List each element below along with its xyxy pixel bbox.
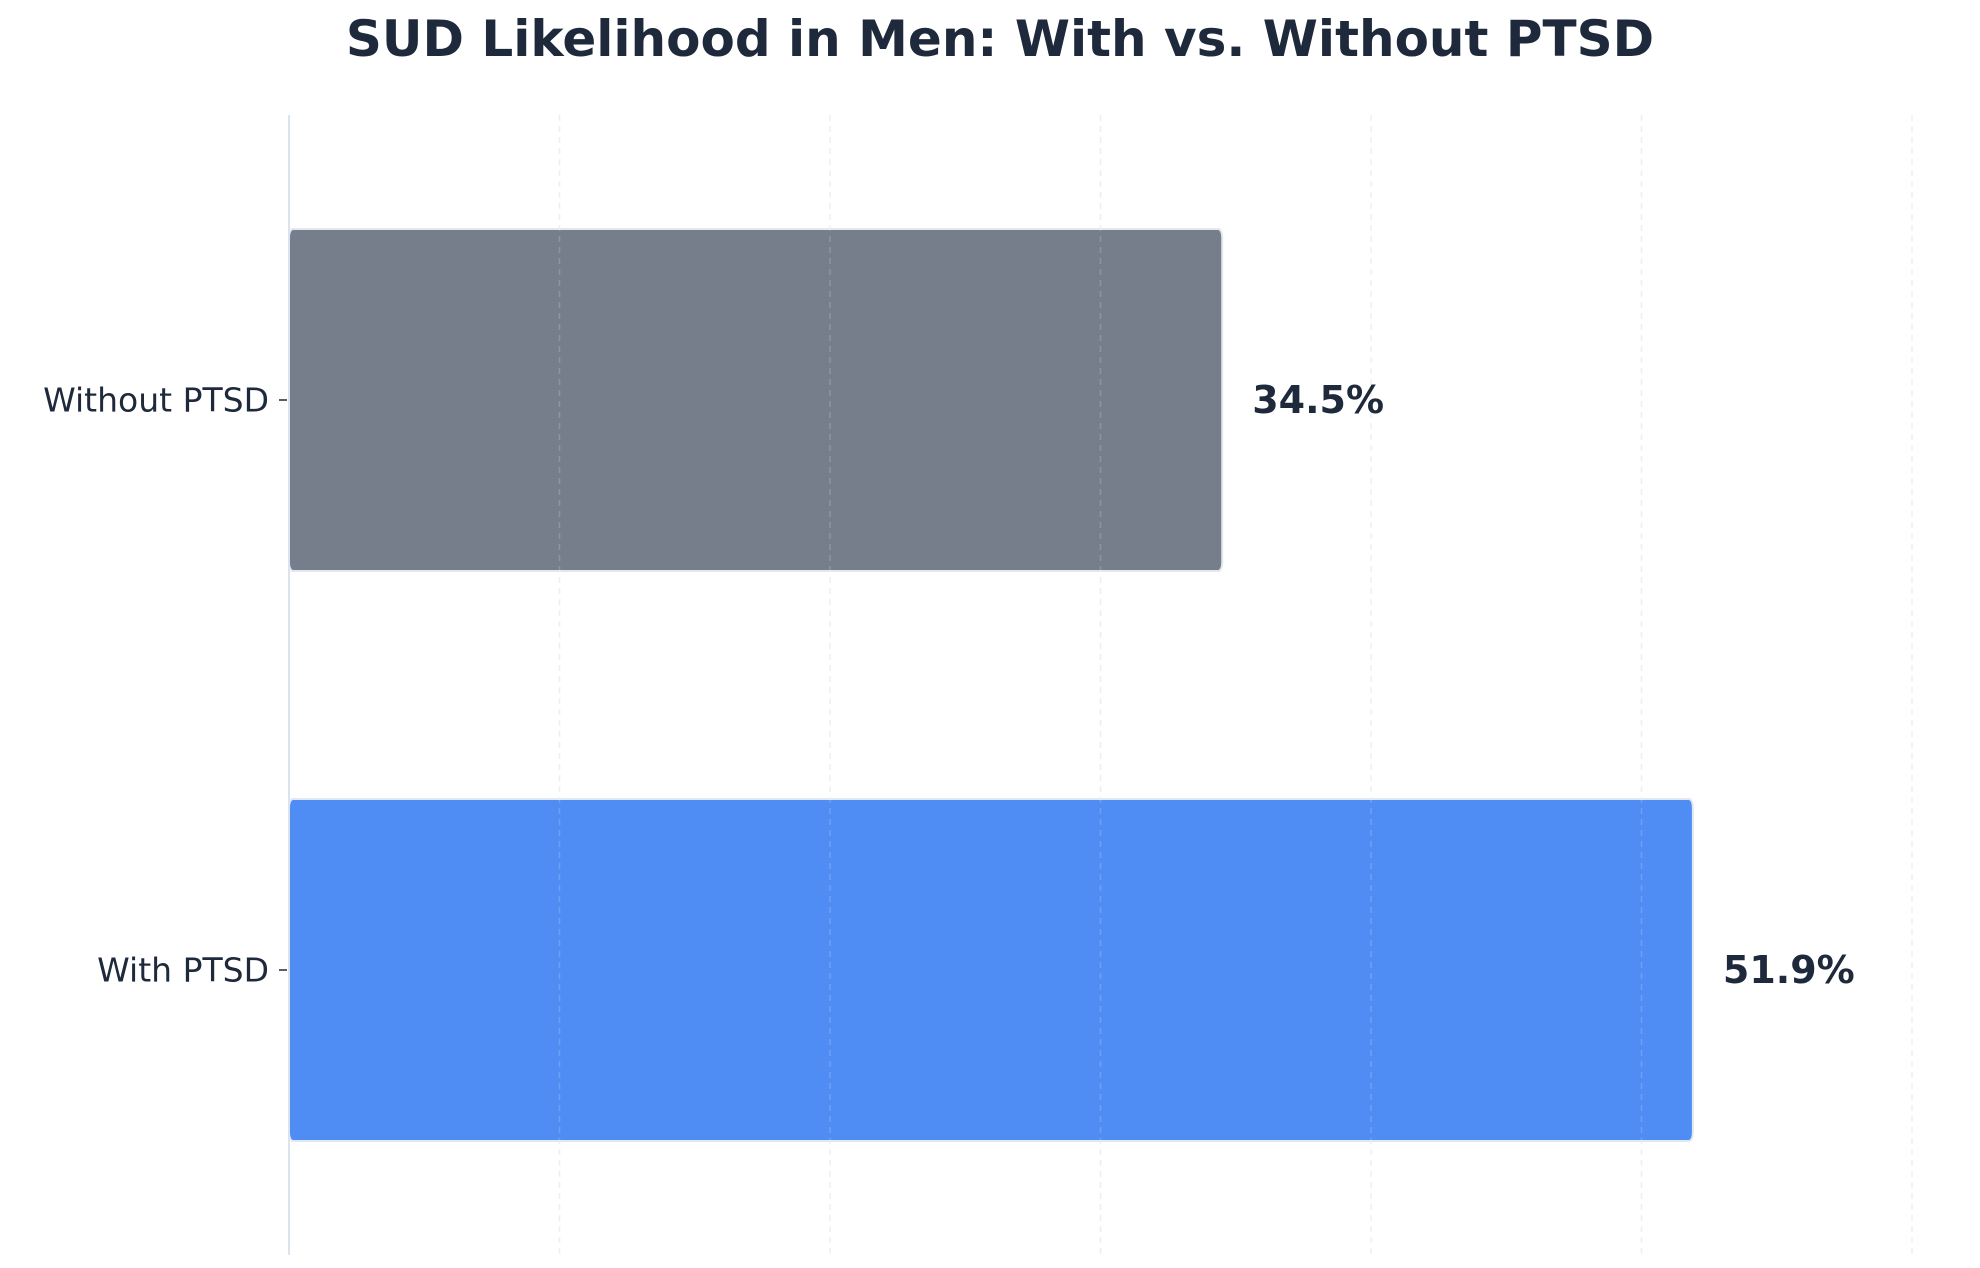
data-label: 51.9%: [1723, 948, 1855, 992]
y-tick-label: Without PTSD: [43, 381, 269, 420]
chart-title: SUD Likelihood in Men: With vs. Without …: [346, 10, 1654, 68]
bar-without-ptsd: [288, 228, 1224, 572]
gridlines-overlay: [558, 115, 1913, 1255]
bar-with-ptsd: [288, 798, 1694, 1142]
y-tick-label: With PTSD: [97, 951, 269, 990]
data-label: 34.5%: [1252, 378, 1384, 422]
y-axis-ticks: [279, 399, 287, 971]
bars: [288, 228, 1694, 1142]
labels: Without PTSD 34.5% With PTSD 51.9%: [43, 378, 1855, 992]
